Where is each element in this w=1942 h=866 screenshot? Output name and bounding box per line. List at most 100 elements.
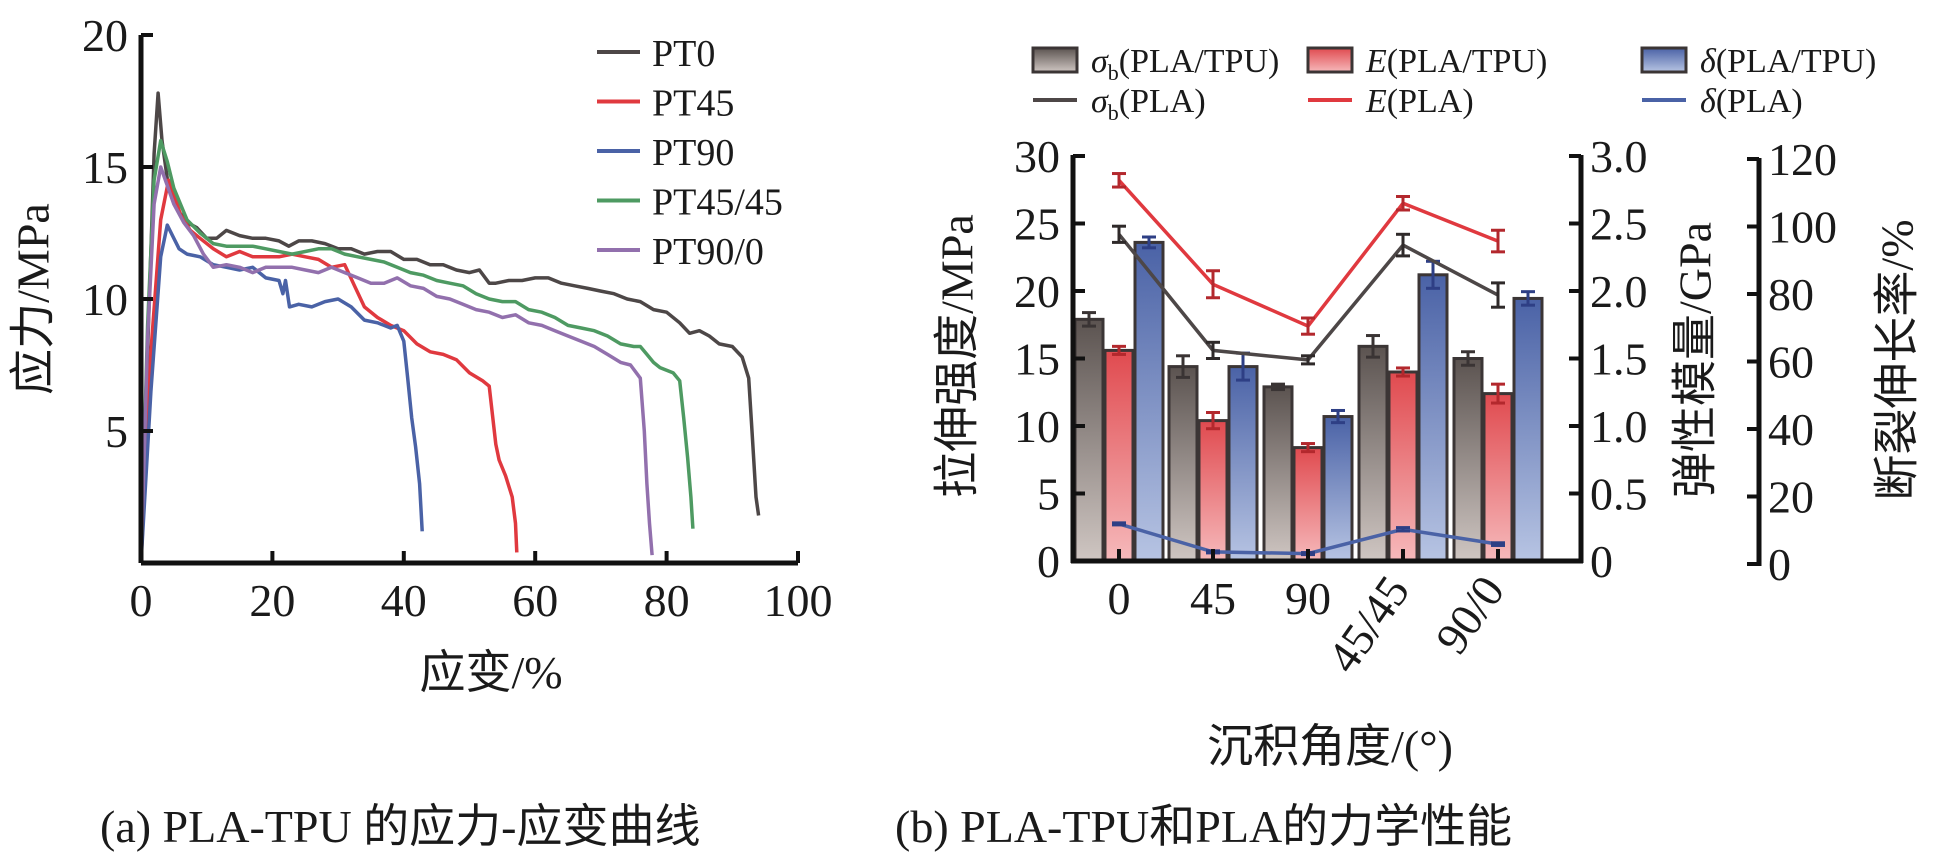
left-y-axis-title: 拉伸强度/MPa: [932, 214, 983, 498]
bar-e-pla-tpu-90: [1292, 446, 1324, 563]
right-y-tick-label: 3.0: [1590, 131, 1648, 182]
y-ticks: 5 10 15 20: [82, 10, 153, 457]
caption-a: (a) PLA-TPU 的应力-应变曲线: [100, 801, 701, 852]
x-tick-label: 40: [381, 575, 427, 626]
mechanical-properties-chart: 0 5 10 15 20 25 30 0 0.5 1.0 1.5 2.0 2.5 3.0 0 20 40 60 80…: [932, 43, 1923, 772]
bar-pla-tpu-0: [1133, 240, 1165, 563]
right-y-tick-label: 0: [1590, 536, 1613, 587]
left-y-tick-label: 5: [1037, 469, 1060, 520]
error-bar: [1331, 408, 1345, 425]
lines: [1112, 172, 1505, 557]
right-y-tick-label: 2.5: [1590, 199, 1648, 250]
legend-label: PT90/0: [652, 231, 764, 273]
right2-y-tick-label: 40: [1768, 404, 1814, 455]
stress-strain-chart: 5 10 15 20 0 20 40 60 80 100 应力/MPa 应变/% PT0 PT45…: [8, 10, 833, 698]
bar-b-pla-tpu-90: [1262, 385, 1294, 563]
line-point-b-pla-45-45: [1396, 232, 1410, 258]
legend-item-pt0: PT0: [597, 33, 715, 75]
legend-item-sigma-b-pla-tpu: σb(PLA/TPU): [1031, 43, 1279, 85]
x-tick-label: 90/0: [1426, 566, 1515, 662]
legend-item-pt90: PT90: [597, 132, 734, 174]
legend-label: δ(PLA/TPU): [1700, 43, 1876, 80]
error-bar: [1271, 382, 1285, 392]
curve-pt45-45: [139, 138, 695, 564]
legend: σb(PLA/TPU) E(PLA/TPU) δ(PLA/TPU) σb(PLA) E(…: [1031, 43, 1876, 125]
x-axis-title: 沉积角度/(°): [1207, 721, 1453, 772]
y-tick-label: 15: [82, 142, 128, 193]
left-y-tick-label: 20: [1014, 266, 1060, 317]
legend-label: δ(PLA): [1700, 83, 1803, 120]
error-bar: [1176, 354, 1190, 379]
left-y-tick-label: 25: [1014, 199, 1060, 250]
x-tick-label: 100: [764, 575, 833, 626]
line-point-b-pla-90-0: [1491, 281, 1505, 309]
legend-item-pt45-45: PT45/45: [597, 182, 783, 224]
legend-label: PT45/45: [652, 182, 783, 224]
bar-pla-tpu-45: [1227, 365, 1259, 563]
legend-label: E(PLA/TPU): [1365, 43, 1547, 80]
legend-label: PT45: [652, 83, 734, 125]
right2-y-tick-label: 0: [1768, 539, 1791, 590]
bar-e-pla-tpu-45: [1197, 419, 1229, 563]
line-point-b-pla-45: [1206, 340, 1220, 360]
line-point-e-pla-45-45: [1396, 195, 1410, 212]
x-tick-label: 90: [1285, 573, 1331, 624]
x-ticks: 0 20 40 60 80 100: [130, 551, 833, 626]
legend-item-delta-pla: δ(PLA): [1642, 83, 1803, 120]
legend-label: PT90: [652, 132, 734, 174]
legend-swatch: [1306, 46, 1354, 74]
error-bar: [1491, 382, 1505, 405]
bar-e-pla-tpu-90-0: [1482, 392, 1514, 563]
right2-y-tick-label: 100: [1768, 202, 1837, 253]
curve-pt45: [139, 178, 519, 564]
right2-y-tick-label: 60: [1768, 337, 1814, 388]
legend-item-pt45: PT45: [597, 83, 734, 125]
line-point-e-pla-90-0: [1491, 228, 1505, 254]
legend: PT0 PT45 PT90 PT45/45 PT90/0: [597, 33, 783, 273]
legend-item-delta-pla-tpu: δ(PLA/TPU): [1640, 43, 1876, 80]
legend-label: PT0: [652, 33, 715, 75]
right2-y-tick-label: 120: [1768, 134, 1837, 185]
bar-b-pla-tpu-0: [1073, 317, 1105, 563]
curve-pt0: [139, 91, 761, 564]
line-point-e-pla-45: [1206, 269, 1220, 300]
error-bar: [1461, 350, 1475, 367]
right-y-axis-elongation-title: 断裂伸长率/%: [1872, 219, 1923, 500]
x-tick-label: 45/45: [1317, 566, 1419, 681]
left-y-tick-label: 30: [1014, 131, 1060, 182]
right-y-tick-label: 2.0: [1590, 266, 1648, 317]
right-y-axis-modulus-title: 弹性模量/GPa: [1670, 222, 1721, 498]
legend-item-e-pla: E(PLA): [1308, 83, 1474, 120]
y-tick-label: 20: [82, 10, 128, 61]
stress-strain-curves: [139, 91, 761, 564]
x-tick-label: 0: [130, 575, 153, 626]
bar-b-pla-tpu-90-0: [1452, 357, 1484, 563]
error-bar: [1521, 290, 1535, 307]
y-axis-title: 应力/MPa: [8, 203, 59, 395]
legend-item-pt90-0: PT90/0: [597, 231, 764, 273]
left-y-tick-label: 0: [1037, 536, 1060, 587]
bar-b-pla-tpu-45-45: [1357, 344, 1389, 563]
y-tick-label: 5: [105, 406, 128, 457]
error-bar: [1396, 366, 1410, 378]
legend-label: σb(PLA/TPU): [1091, 43, 1279, 85]
error-bar: [1301, 442, 1315, 454]
legend-item-e-pla-tpu: E(PLA/TPU): [1306, 43, 1547, 80]
line-point-b-pla-90: [1301, 354, 1315, 366]
error-bar: [1142, 235, 1156, 250]
curve-pt90: [139, 223, 424, 564]
x-tick-label: 45: [1190, 573, 1236, 624]
error-bar: [1082, 311, 1096, 328]
bar-pla-tpu-45-45: [1417, 273, 1449, 563]
error-bar: [1366, 334, 1380, 359]
bars: [1073, 235, 1544, 563]
left-y-tick-label: 10: [1014, 401, 1060, 452]
error-bar: [1112, 344, 1126, 356]
bar-e-pla-tpu-0: [1103, 348, 1135, 563]
line-point-pla-90-0: [1491, 541, 1505, 547]
line-point-e-pla-90: [1301, 316, 1315, 336]
right2-y-tick-label: 20: [1768, 472, 1814, 523]
error-bar: [1206, 411, 1220, 431]
line-point-pla-0: [1112, 521, 1126, 527]
legend-item-sigma-b-pla: σb(PLA): [1033, 83, 1206, 125]
